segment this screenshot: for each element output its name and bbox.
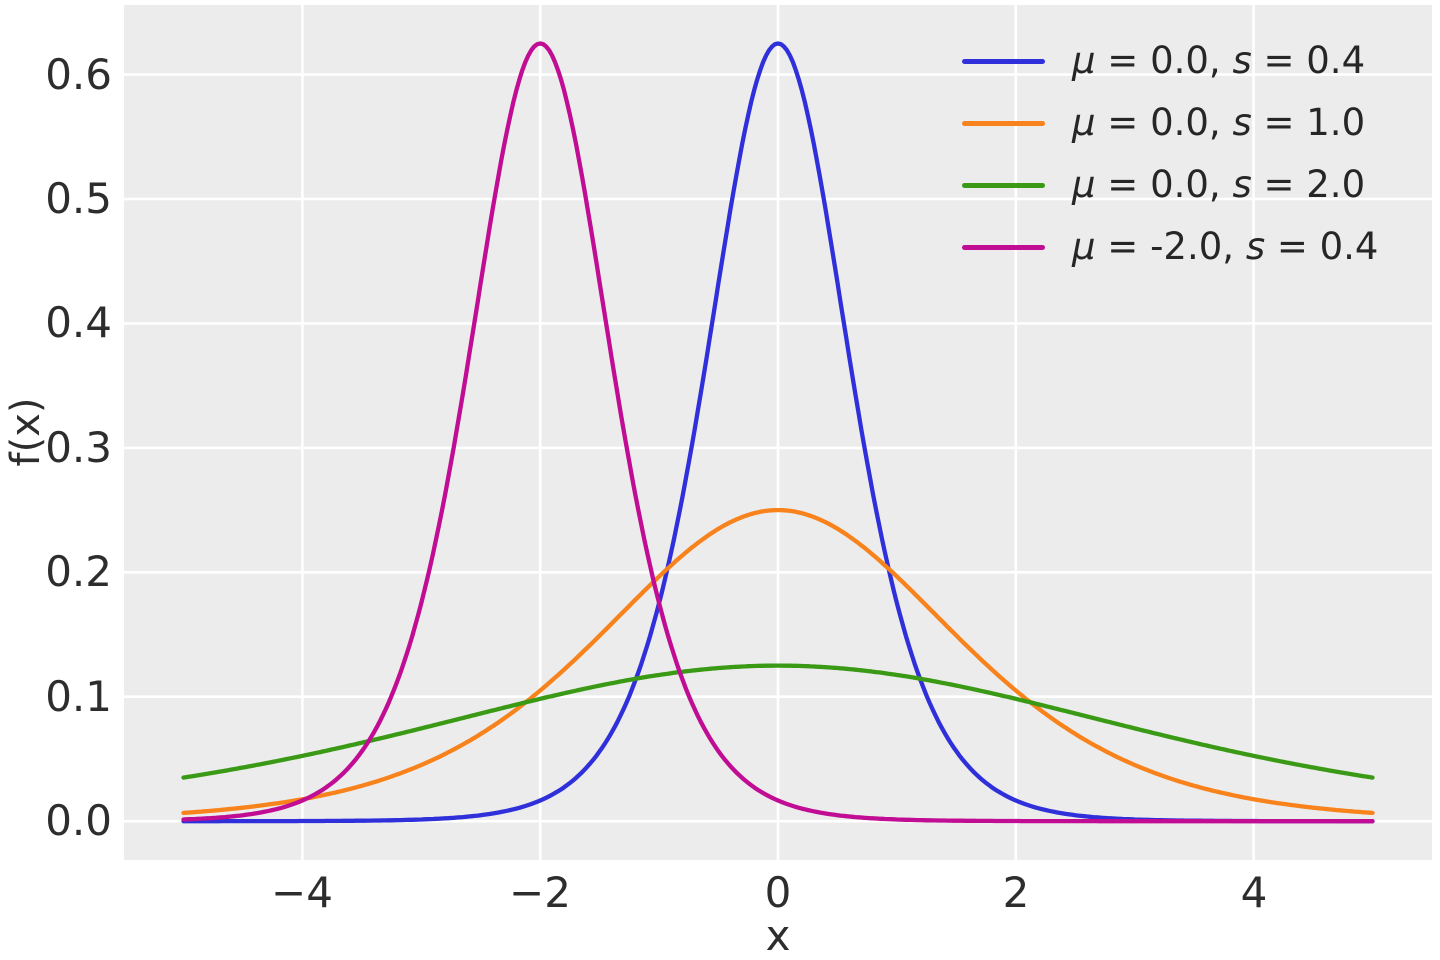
y-tick-label: 0.2 (45, 547, 112, 596)
legend-item: μ = 0.0, s = 0.4 (962, 30, 1378, 92)
legend-line-sample (962, 58, 1045, 64)
legend-math-symbol: μ (1072, 39, 1096, 82)
legend-text: = (1095, 101, 1151, 144)
legend-text: = (1095, 163, 1151, 206)
legend-label: μ = 0.0, s = 1.0 (1072, 103, 1365, 143)
x-tick-label: −2 (509, 868, 571, 917)
legend-text: 0.0 (1150, 163, 1209, 206)
legend-text: , (1208, 163, 1233, 206)
x-tick-label: 4 (1240, 868, 1268, 917)
legend-text: = (1095, 39, 1151, 82)
legend-text: , (1208, 39, 1233, 82)
legend-text: 2.0 (1306, 163, 1366, 206)
legend-line-sample (962, 120, 1045, 126)
legend-text: 0.0 (1150, 101, 1209, 144)
legend-line-sample (962, 244, 1045, 250)
legend-text: 0.4 (1319, 225, 1379, 268)
legend-math-symbol: μ (1072, 163, 1096, 206)
legend-text: 0.0 (1150, 39, 1209, 82)
legend-label: μ = 0.0, s = 2.0 (1072, 165, 1365, 205)
y-tick-label: 0.1 (45, 672, 112, 721)
y-tick-label: 0.6 (45, 50, 112, 99)
y-tick-label: 0.3 (45, 423, 112, 472)
y-tick-label: 0.5 (45, 174, 112, 223)
x-axis-label: x (765, 911, 791, 960)
y-tick-label: 0.4 (45, 298, 112, 347)
legend-math-symbol: s (1232, 39, 1252, 82)
curve-series-1 (181, 507, 1375, 816)
legend-item: μ = -2.0, s = 0.4 (962, 216, 1378, 278)
legend: μ = 0.0, s = 0.4 μ = 0.0, s = 1.0 μ = 0.0,… (962, 30, 1378, 278)
x-tick-label: 0 (764, 868, 792, 917)
legend-math-symbol: s (1245, 225, 1266, 268)
x-tick-label: 2 (1002, 868, 1030, 917)
legend-text: , (1222, 225, 1246, 268)
legend-math-symbol: μ (1072, 101, 1096, 144)
legend-line-sample (962, 182, 1045, 188)
legend-text: = (1251, 101, 1307, 144)
legend-math-symbol: s (1232, 163, 1252, 206)
legend-item: μ = 0.0, s = 2.0 (962, 154, 1378, 216)
legend-text: = (1265, 225, 1320, 268)
curve-series-3 (181, 41, 1375, 824)
legend-text: 1.0 (1306, 101, 1366, 144)
legend-text: -2.0 (1150, 225, 1223, 268)
legend-text: = (1251, 163, 1307, 206)
legend-text: = (1251, 39, 1307, 82)
legend-math-symbol: μ (1072, 225, 1096, 268)
legend-label: μ = -2.0, s = 0.4 (1072, 227, 1378, 267)
legend-text: 0.4 (1306, 39, 1366, 82)
y-axis-label: f(x) (3, 397, 49, 467)
legend-math-symbol: s (1232, 101, 1252, 144)
legend-text: = (1095, 225, 1151, 268)
curve-series-2 (181, 663, 1375, 780)
legend-text: , (1208, 101, 1233, 144)
legend-label: μ = 0.0, s = 0.4 (1072, 41, 1365, 81)
legend-item: μ = 0.0, s = 1.0 (962, 92, 1378, 154)
y-tick-label: 0.0 (45, 796, 112, 845)
x-tick-label: −4 (271, 868, 333, 917)
